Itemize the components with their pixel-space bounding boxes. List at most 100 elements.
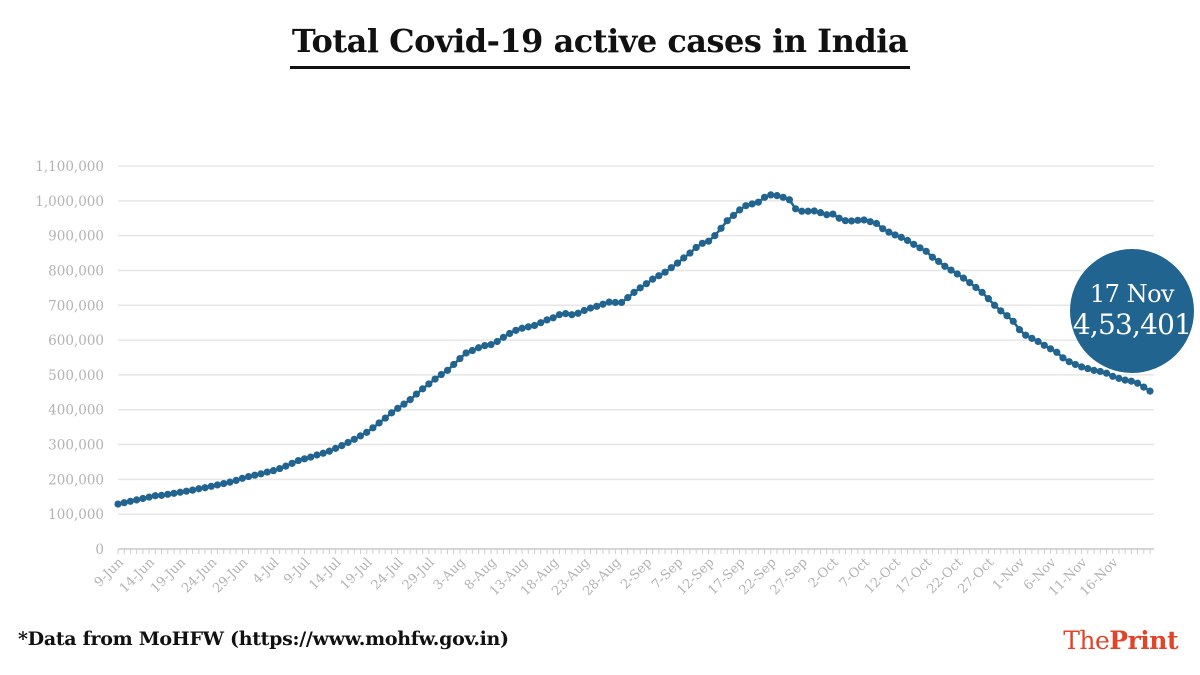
data-point [717, 224, 725, 232]
data-point [829, 210, 837, 218]
data-point [885, 228, 893, 236]
data-point [201, 484, 209, 492]
data-point [164, 490, 172, 498]
data-point [189, 486, 197, 494]
plot-area [114, 191, 1154, 508]
data-point [966, 279, 974, 287]
data-point [680, 254, 688, 262]
data-point [798, 207, 806, 215]
data-point [810, 207, 818, 215]
data-point [269, 467, 278, 475]
data-point [785, 196, 794, 204]
data-point [593, 302, 601, 310]
latest-value-callout: 17 Nov 4,53,401 [1070, 249, 1194, 373]
data-point [586, 304, 595, 312]
data-point [176, 488, 184, 496]
data-point [959, 274, 968, 282]
data-point [978, 288, 986, 296]
data-point [624, 294, 632, 302]
data-point [1003, 312, 1011, 320]
data-point [512, 326, 520, 334]
data-point [425, 380, 433, 388]
x-tick-label: 29-Jul [400, 555, 438, 593]
x-tick-label: 19-Jul [338, 555, 376, 593]
data-point [947, 266, 955, 274]
data-point [238, 474, 246, 482]
data-point [562, 310, 570, 318]
data-point [1109, 372, 1117, 380]
data-point [294, 456, 302, 465]
data-point [705, 237, 713, 245]
data-point [356, 432, 365, 440]
data-source-note: *Data from MoHFW (https://www.mohfw.gov.… [18, 628, 509, 650]
data-point [599, 300, 607, 308]
data-point [462, 349, 470, 357]
data-point [319, 449, 327, 457]
y-tick-label: 600,000 [48, 333, 104, 349]
data-point [1028, 334, 1036, 342]
callout-date: 17 Nov [1089, 280, 1175, 308]
data-point [903, 236, 912, 245]
data-point [263, 468, 271, 476]
data-point [213, 481, 222, 489]
data-point [841, 217, 849, 225]
x-tick-label: 1-Nov [990, 555, 1029, 594]
data-point [792, 205, 800, 213]
chart-title-wrap: Total Covid-19 active cases in India [0, 22, 1200, 69]
data-point [1034, 337, 1042, 346]
data-point [450, 360, 458, 369]
data-point [754, 198, 762, 206]
data-point [953, 270, 961, 278]
data-point [1015, 326, 1024, 334]
data-point [872, 219, 881, 228]
data-point [1127, 377, 1135, 385]
data-point [145, 493, 153, 501]
y-axis: 0 100,000 200,000 300,000 400,000 500,000 600,… [35, 159, 104, 558]
data-point [816, 209, 825, 217]
data-point [617, 298, 626, 307]
data-point [331, 444, 340, 452]
data-point [667, 264, 675, 272]
data-point [431, 375, 439, 383]
chart-title: Total Covid-19 active cases in India [289, 22, 911, 69]
data-point [139, 494, 147, 503]
data-point [120, 499, 128, 507]
data-point [673, 259, 682, 267]
data-point [879, 225, 887, 233]
data-point [804, 207, 812, 215]
data-point [412, 390, 421, 398]
data-point [244, 472, 253, 481]
data-point [487, 341, 495, 349]
data-point [1040, 341, 1048, 349]
y-tick-label: 1,100,000 [35, 159, 104, 175]
x-tick-label: 4-Jul [250, 555, 282, 587]
data-point [276, 464, 284, 473]
data-point [835, 214, 843, 222]
data-point [723, 217, 731, 225]
data-point [437, 370, 445, 379]
data-point [661, 268, 669, 276]
x-axis: 9-Jun14-Jun19-Jun24-Jun29-Jun4-Jul9-Jul1… [92, 548, 1154, 599]
data-point [406, 396, 414, 404]
data-point [456, 354, 464, 363]
data-point [307, 453, 315, 461]
data-point [1140, 383, 1148, 391]
data-point [468, 346, 476, 355]
data-point [555, 311, 563, 319]
data-point [549, 314, 557, 322]
data-point [350, 435, 358, 443]
data-point [1059, 354, 1067, 362]
data-point [574, 309, 582, 317]
data-point [369, 424, 377, 432]
data-point [226, 478, 234, 486]
data-point [1090, 366, 1098, 374]
data-point [257, 470, 265, 478]
data-point [760, 193, 769, 201]
data-point [711, 232, 719, 240]
data-point [363, 428, 371, 436]
data-point [1121, 376, 1129, 384]
logo-prefix: The [1063, 626, 1110, 655]
data-point [611, 298, 619, 307]
data-point [580, 306, 588, 315]
